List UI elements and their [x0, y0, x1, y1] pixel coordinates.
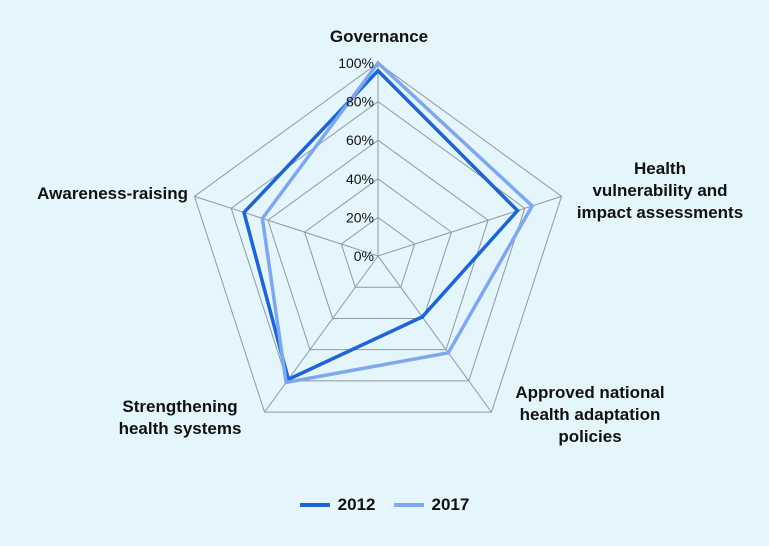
radial-tick-label: 0%	[354, 248, 374, 264]
legend-item-2017: 2017	[393, 495, 470, 515]
radial-tick-label: 60%	[346, 132, 374, 148]
axis-label-governance: Governance	[329, 27, 429, 46]
legend-label-2012: 2012	[337, 495, 376, 514]
radial-tick-label: 80%	[346, 94, 374, 110]
grid-ring	[230, 100, 526, 382]
legend-item-2012: 2012	[299, 495, 376, 515]
axis-label-approved-policies: Approved national health adaptation poli…	[515, 383, 665, 446]
grid-ring	[193, 62, 563, 413]
legend-swatch-2017	[393, 503, 424, 507]
axis-label-awareness-raising: Awareness-raising	[37, 184, 188, 203]
legend: 2012 2017	[0, 495, 769, 515]
grid-ring	[340, 216, 416, 288]
grid-spoke	[194, 195, 379, 257]
radial-tick-label: 20%	[346, 209, 374, 225]
grid-ring	[303, 178, 453, 319]
grid-spoke	[264, 255, 379, 413]
axis-label-strengthening-health-systems: Strengthening health systems	[118, 397, 242, 438]
legend-label-2017: 2017	[431, 495, 470, 514]
radial-tick-label: 40%	[346, 171, 374, 187]
series-line-2012	[242, 68, 520, 382]
axis-label-health-vulnerability: Health vulnerability and impact assessme…	[576, 159, 744, 222]
legend-swatch-2012	[299, 503, 330, 507]
grid-ring	[267, 139, 489, 351]
radial-tick-label: 100%	[338, 55, 374, 71]
series-line-2017	[260, 60, 535, 385]
grid-spoke	[377, 255, 492, 413]
